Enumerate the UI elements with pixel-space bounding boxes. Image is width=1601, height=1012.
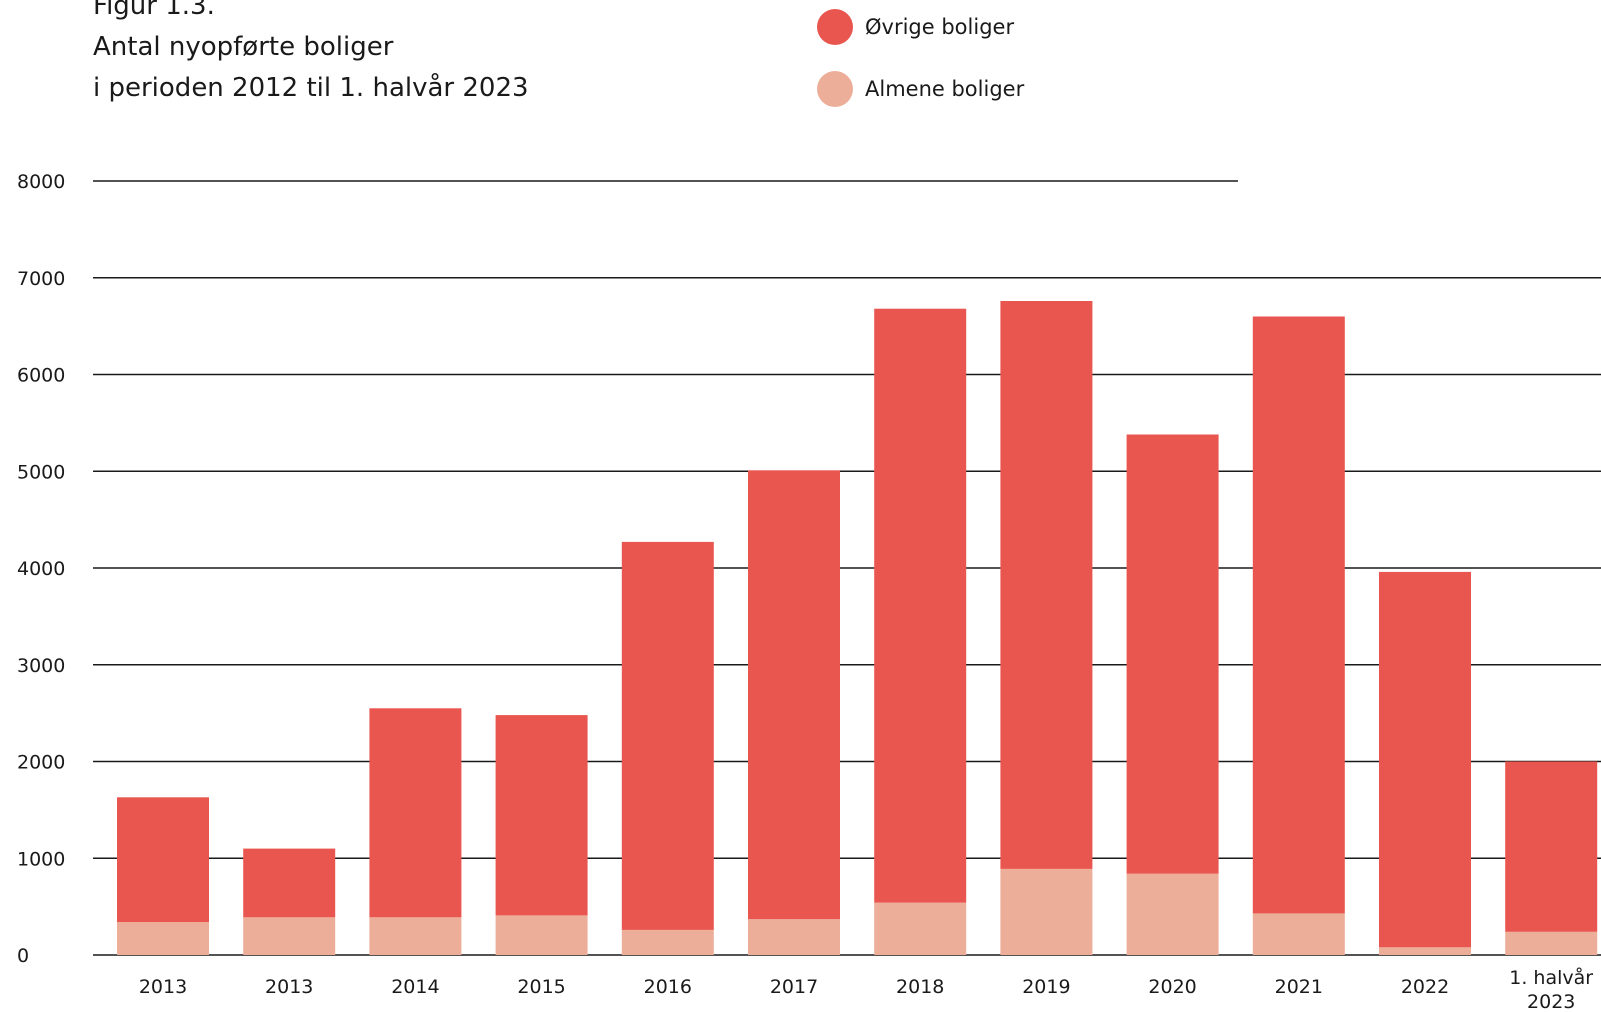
bar-segment — [874, 308, 967, 903]
bar-segment — [1126, 434, 1219, 874]
x-tick-label: 2015 — [517, 976, 565, 998]
y-tick-label: 8000 — [17, 171, 65, 193]
figure-number: Figur 1.3. — [93, 0, 215, 21]
x-tick-label: 2016 — [644, 976, 692, 998]
y-tick-label: 0 — [17, 945, 29, 967]
bar-segment — [1252, 913, 1345, 955]
legend-item-ovrige: Øvrige boliger — [817, 9, 1024, 45]
bar-segment — [117, 922, 209, 955]
bar-segment — [621, 541, 714, 930]
bar-segment — [1379, 947, 1471, 955]
chart-title-block: Figur 1.3. Antal nyopførte boliger i per… — [93, 0, 529, 109]
y-tick-label: 6000 — [17, 365, 65, 387]
y-tick-label: 3000 — [17, 655, 65, 677]
chart-title: Antal nyopførte boliger — [93, 32, 394, 62]
x-tick-label: 2019 — [1022, 976, 1070, 998]
x-axis-labels: 2013 2013 2014 2015 2016 2017 2018 2019 2020 2021… — [139, 966, 1593, 1012]
bar-segment — [369, 708, 462, 918]
bar-segment — [1505, 761, 1598, 932]
x-tick-label: 2013 — [139, 976, 187, 998]
bar-segment — [1000, 301, 1093, 869]
x-tick-label: 2021 — [1275, 976, 1323, 998]
bar-segment — [117, 797, 209, 923]
bar-segment — [874, 902, 967, 955]
x-tick-label: 2017 — [770, 976, 818, 998]
bar-segment — [1126, 873, 1219, 955]
chart-subtitle: i perioden 2012 til 1. halvår 2023 — [93, 73, 529, 103]
legend-label-almene: Almene boliger — [865, 77, 1025, 101]
y-tick-label: 2000 — [17, 752, 65, 774]
x-tick-label: 2020 — [1148, 976, 1196, 998]
chart-legend: Øvrige boliger Almene boliger — [817, 9, 1024, 133]
bar-segment — [369, 917, 462, 955]
bar-segment — [1505, 931, 1598, 955]
y-axis-ticks: 0 1000 2000 3000 4000 5000 6000 7000 8000 — [17, 171, 65, 967]
bar-segment — [495, 915, 588, 955]
bar-segment — [748, 919, 840, 955]
x-tick-label: 2018 — [896, 976, 944, 998]
bar-segment — [1000, 868, 1093, 955]
y-tick-label: 4000 — [17, 558, 65, 580]
x-tick-label: 2022 — [1401, 976, 1449, 998]
legend-label-ovrige: Øvrige boliger — [865, 15, 1015, 39]
legend-swatch-almene — [817, 71, 853, 107]
x-tick-label: 2014 — [391, 976, 439, 998]
bar-segment — [748, 470, 840, 920]
y-tick-label: 5000 — [17, 461, 65, 483]
bar-segment — [621, 929, 714, 955]
y-tick-label: 7000 — [17, 268, 65, 290]
legend-swatch-ovrige — [817, 9, 853, 45]
bar-segment — [243, 848, 336, 918]
bars — [117, 301, 1598, 955]
bar-segment — [1252, 316, 1345, 914]
x-tick-label: 2013 — [265, 976, 313, 998]
x-tick-label: 1. halvår 2023 — [1509, 966, 1593, 1012]
bar-segment — [243, 917, 336, 955]
bar-segment — [1379, 571, 1471, 948]
grid-lines — [93, 180, 1601, 956]
bar-segment — [495, 715, 588, 916]
legend-item-almene: Almene boliger — [817, 71, 1024, 107]
y-tick-label: 1000 — [17, 848, 65, 870]
